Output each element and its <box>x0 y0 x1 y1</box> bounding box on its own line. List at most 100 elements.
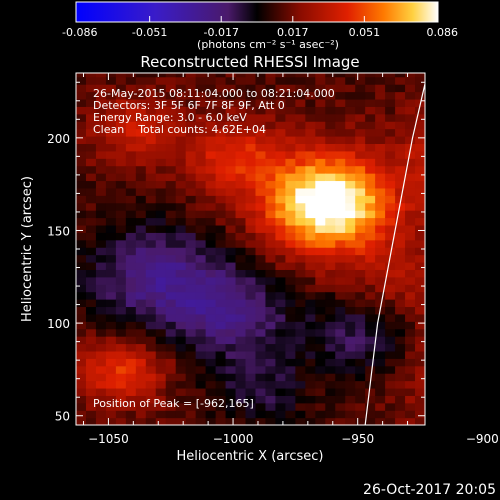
heatmap-cell <box>175 350 187 359</box>
heatmap-cell <box>195 313 207 322</box>
heatmap-cell <box>275 306 286 315</box>
heatmap-cell <box>385 173 396 182</box>
heatmap-cell <box>185 113 197 122</box>
heatmap-cell <box>395 313 406 322</box>
heatmap-cell <box>305 291 316 300</box>
heatmap-cell <box>375 336 386 345</box>
heatmap-cell <box>305 269 316 278</box>
heatmap-cell <box>225 217 237 226</box>
heatmap-cell <box>85 350 97 359</box>
heatmap-cell <box>205 387 217 396</box>
heatmap-cell <box>395 98 406 107</box>
heatmap-cell <box>115 247 127 256</box>
heatmap-cell <box>85 158 97 167</box>
heatmap-cell <box>315 239 326 248</box>
heatmap-cell <box>295 195 306 204</box>
heatmap-cell <box>415 76 425 85</box>
heatmap-cell <box>375 202 386 211</box>
heatmap-cell <box>115 269 127 278</box>
heatmap-cell <box>405 128 416 137</box>
heatmap-cell <box>375 84 386 93</box>
heatmap-cell <box>415 365 425 374</box>
heatmap-cell <box>285 143 296 152</box>
heatmap-cell <box>105 232 117 241</box>
heatmap-cell <box>385 128 396 137</box>
heatmap-cell <box>355 239 366 248</box>
heatmap-cell <box>285 135 296 144</box>
heatmap-cell <box>215 165 227 174</box>
heatmap-cell <box>255 410 267 419</box>
heatmap-cell <box>385 358 396 367</box>
heatmap-cell <box>315 269 326 278</box>
heatmap-cell <box>145 113 157 122</box>
heatmap-cell <box>145 417 157 425</box>
heatmap-cell <box>395 232 406 241</box>
heatmap-cell <box>365 276 376 285</box>
heatmap-cell <box>105 143 117 152</box>
heatmap-cell <box>225 373 237 382</box>
heatmap-cell <box>335 210 346 219</box>
heatmap-cell <box>76 410 87 419</box>
heatmap-cell <box>185 121 197 130</box>
heatmap-cell <box>355 373 366 382</box>
heatmap-cell <box>95 284 107 293</box>
heatmap-cell <box>265 113 277 122</box>
heatmap-cell <box>275 173 286 182</box>
heatmap-cell <box>95 410 107 419</box>
heatmap-cell <box>325 358 336 367</box>
heatmap-cell <box>395 365 406 374</box>
y-tick-label: 200 <box>47 132 70 146</box>
heatmap-cell <box>315 113 326 122</box>
heatmap-cell <box>125 269 137 278</box>
heatmap-cell <box>355 187 366 196</box>
heatmap-cell <box>145 98 157 107</box>
heatmap-cell <box>155 313 167 322</box>
info-clean-counts: Clean Total counts: 4.62E+04 <box>93 123 266 136</box>
heatmap-cell <box>175 380 187 389</box>
heatmap-cell <box>305 98 316 107</box>
heatmap-cell <box>125 358 137 367</box>
heatmap-cell <box>415 180 425 189</box>
heatmap-cell <box>265 232 277 241</box>
heatmap-cell <box>305 180 316 189</box>
heatmap-cell <box>225 224 237 233</box>
heatmap-cell <box>415 358 425 367</box>
heatmap-cell <box>95 180 107 189</box>
heatmap-cell <box>155 158 167 167</box>
heatmap-cell <box>165 73 177 78</box>
heatmap-cell <box>245 313 257 322</box>
heatmap-cell <box>76 73 87 78</box>
heatmap-cell <box>195 247 207 256</box>
heatmap-cell <box>315 195 326 204</box>
heatmap-cell <box>155 402 167 411</box>
heatmap-cell <box>225 276 237 285</box>
heatmap-cell <box>275 158 286 167</box>
heatmap-cell <box>405 121 416 130</box>
heatmap-cell <box>235 202 247 211</box>
heatmap-cell <box>105 113 117 122</box>
heatmap-cell <box>125 73 137 78</box>
heatmap-cell <box>305 73 316 78</box>
heatmap-cell <box>125 232 137 241</box>
heatmap-cell <box>205 395 217 404</box>
heatmap-cell <box>185 269 197 278</box>
heatmap-cell <box>195 187 207 196</box>
heatmap-cell <box>265 165 277 174</box>
heatmap-cell <box>325 165 336 174</box>
heatmap-cell <box>85 313 97 322</box>
heatmap-cell <box>195 232 207 241</box>
heatmap-cell <box>165 232 177 241</box>
heatmap-cell <box>215 373 227 382</box>
heatmap-cell <box>85 321 97 330</box>
heatmap-cell <box>235 113 247 122</box>
heatmap-cell <box>375 76 386 85</box>
heatmap-cell <box>385 336 396 345</box>
heatmap-cell <box>325 91 336 100</box>
heatmap-cell <box>135 254 147 263</box>
heatmap-cell <box>165 239 177 248</box>
heatmap-cell <box>335 84 346 93</box>
heatmap-cell <box>215 417 227 425</box>
heatmap-cell <box>76 84 87 93</box>
heatmap-cell <box>415 173 425 182</box>
heatmap-cell <box>255 373 267 382</box>
